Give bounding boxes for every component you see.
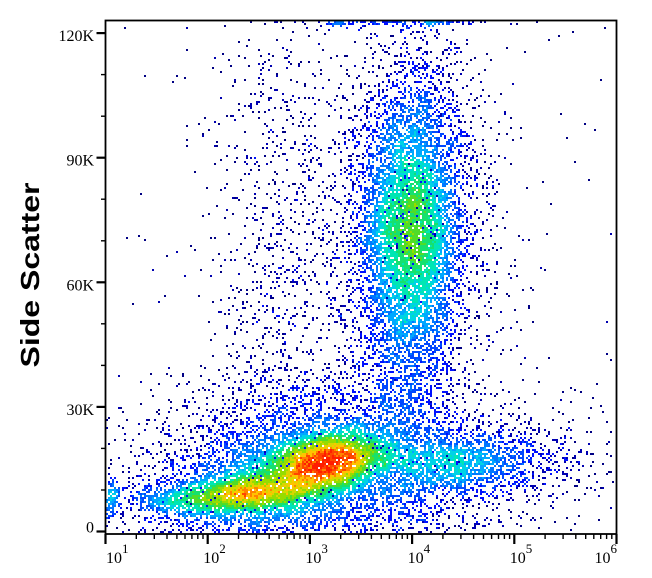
svg-text:30K: 30K bbox=[66, 402, 94, 419]
svg-text:Side Scatter: Side Scatter bbox=[15, 183, 45, 368]
svg-text:120K: 120K bbox=[58, 28, 94, 45]
svg-text:90K: 90K bbox=[66, 153, 94, 170]
svg-text:0: 0 bbox=[86, 519, 94, 536]
svg-text:60K: 60K bbox=[66, 277, 94, 294]
